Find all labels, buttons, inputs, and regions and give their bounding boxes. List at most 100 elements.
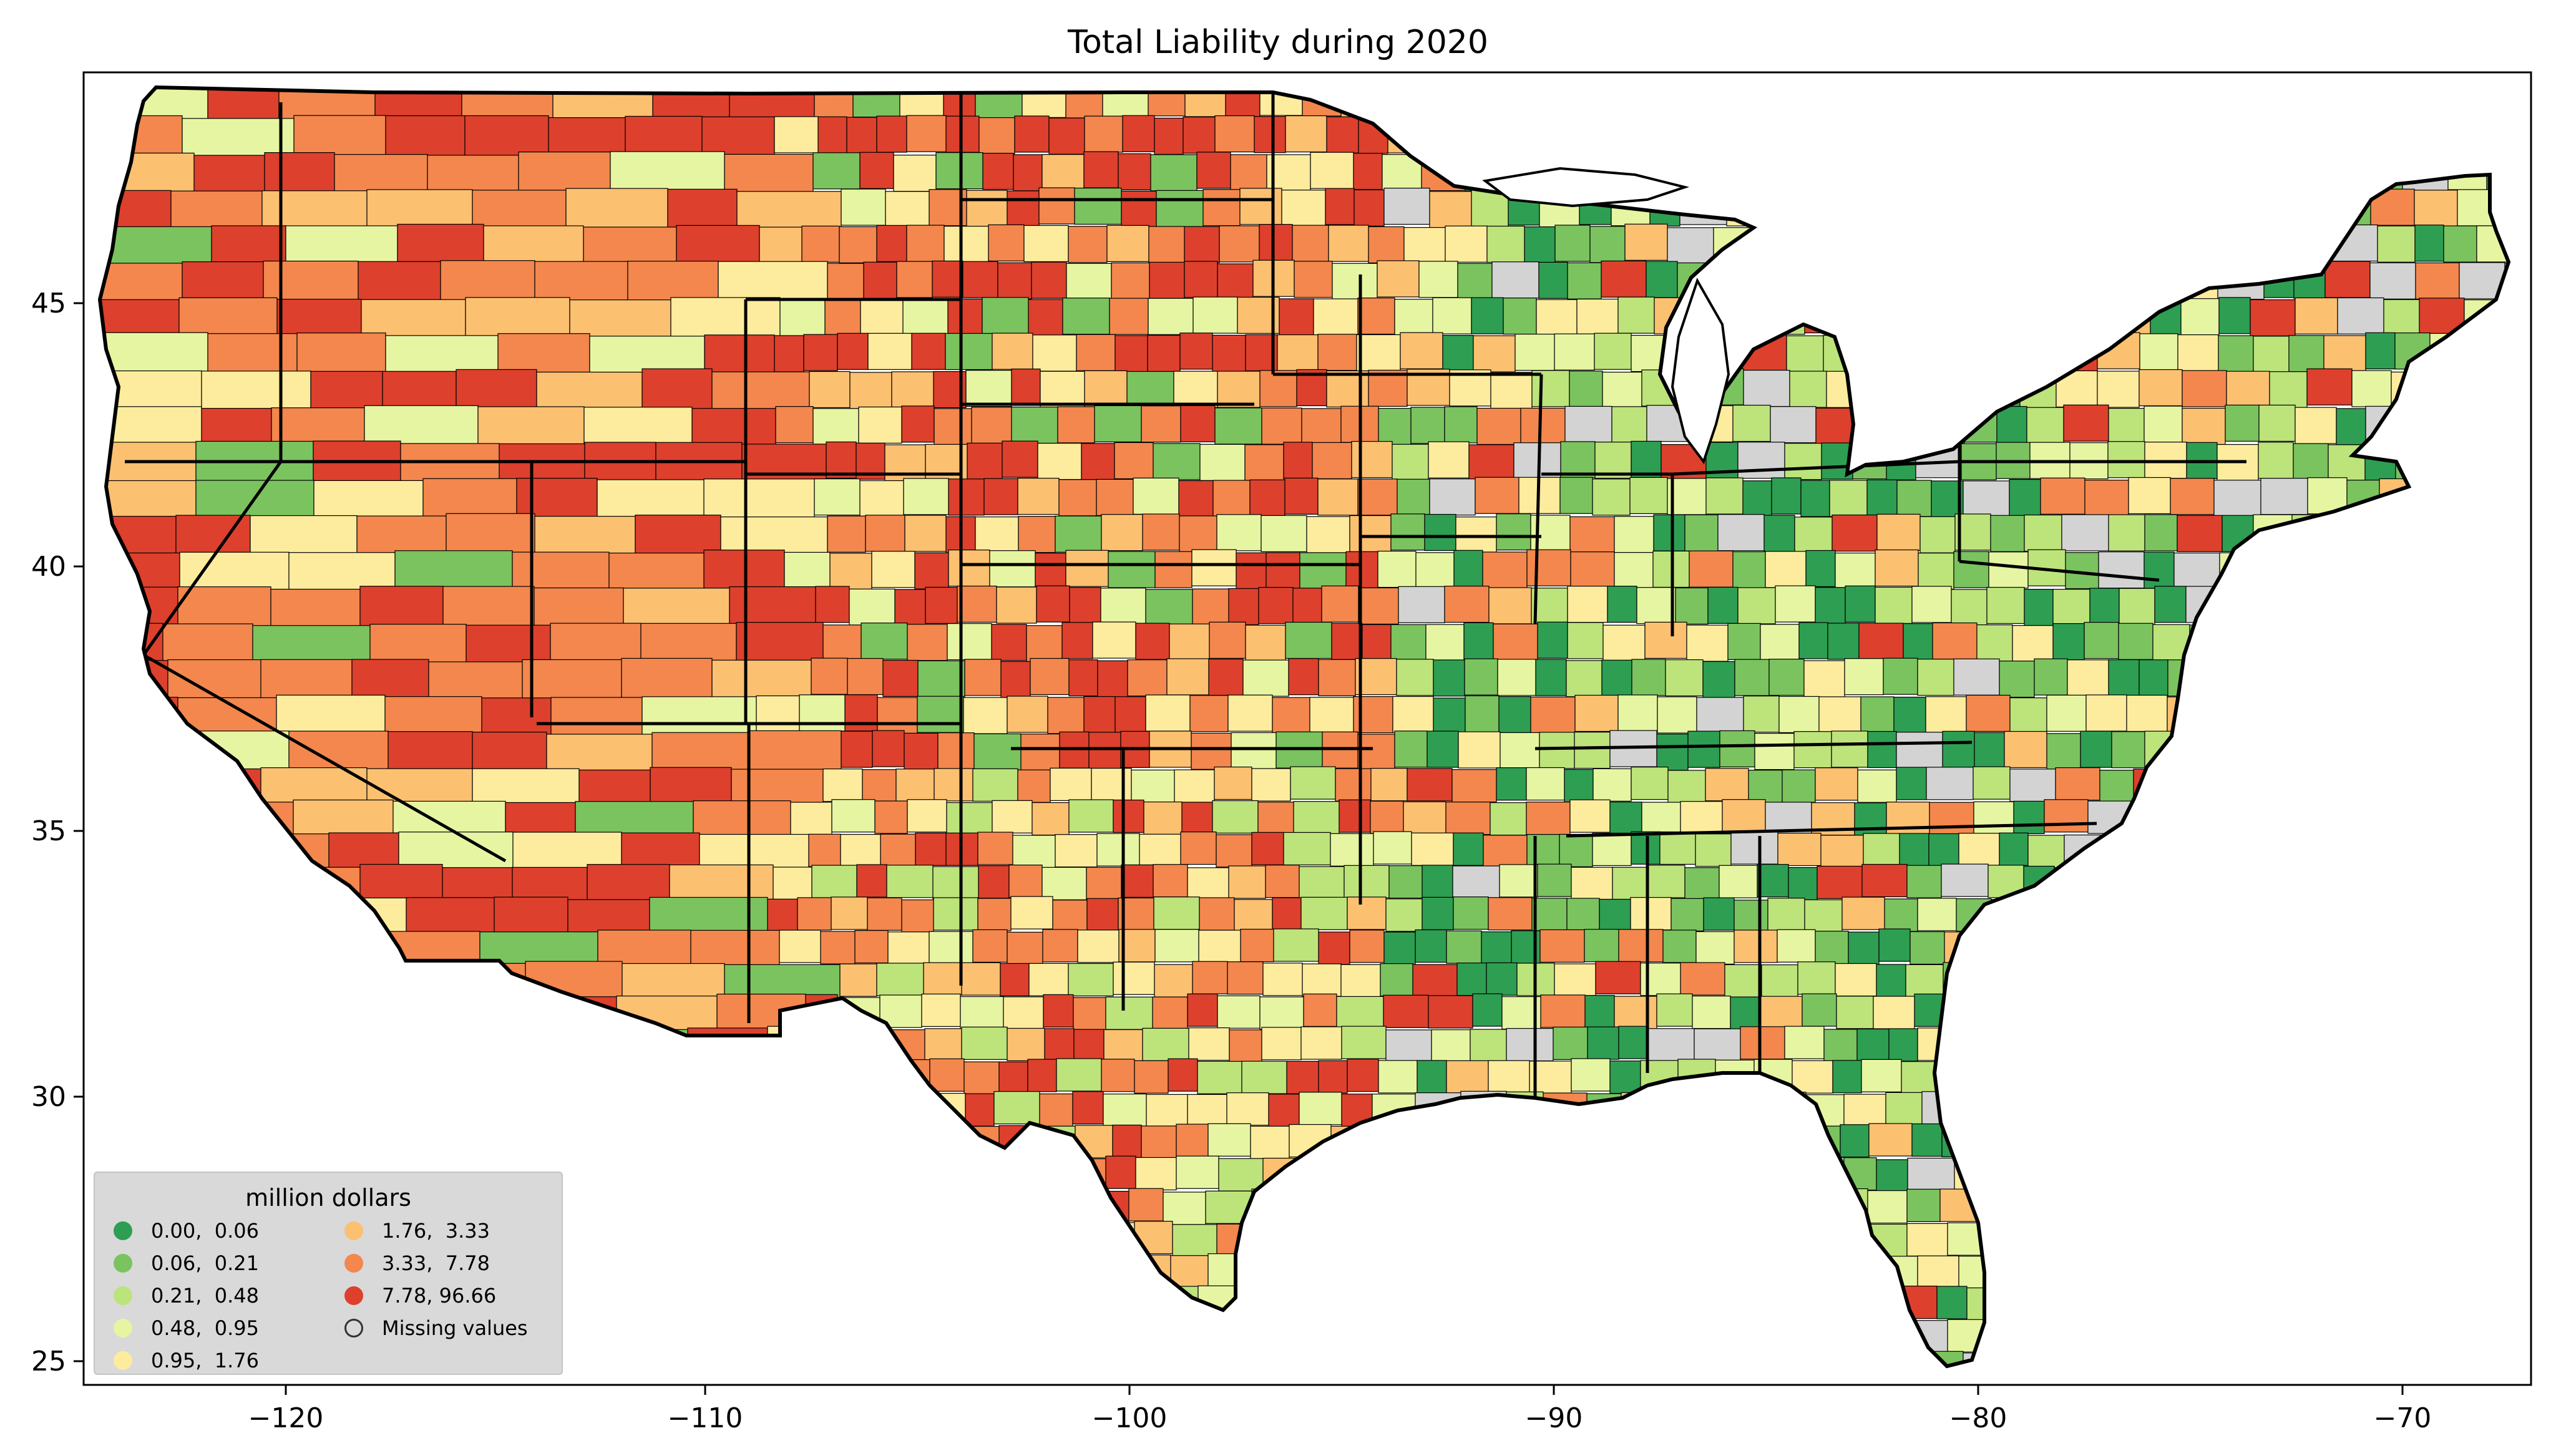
county [1730, 996, 1760, 1030]
county [2356, 1126, 2388, 1160]
county [852, 1189, 892, 1223]
county [2270, 896, 2315, 931]
county [1415, 929, 1447, 963]
county [944, 1319, 982, 1352]
county [1428, 441, 1470, 478]
legend-label: 3.33, 7.78 [382, 1251, 490, 1275]
county [1418, 1254, 1459, 1288]
county [837, 997, 880, 1031]
county [1020, 734, 1060, 771]
county [903, 478, 949, 515]
county [2029, 260, 2067, 298]
county [1422, 896, 1454, 930]
county [2368, 1094, 2413, 1128]
county [866, 1059, 897, 1093]
county [1932, 622, 1978, 660]
county [1279, 1287, 1317, 1321]
county [1093, 1253, 1134, 1288]
county [2167, 117, 2214, 155]
county [1515, 334, 1555, 371]
county [1093, 1321, 1128, 1354]
county [1431, 1029, 1471, 1063]
county [2034, 658, 2068, 696]
county [1227, 694, 1273, 732]
county [2115, 1158, 2154, 1191]
county [1775, 1255, 1813, 1288]
county [2142, 87, 2175, 117]
county [1970, 1126, 2002, 1160]
county [1938, 1059, 1971, 1093]
county [1907, 1157, 1955, 1191]
county [1419, 1221, 1467, 1256]
county [2140, 964, 2185, 998]
county [1283, 832, 1331, 866]
county [1166, 658, 1209, 696]
county [1168, 1058, 1198, 1092]
county [1719, 865, 1758, 898]
county [1368, 369, 1408, 407]
county [2462, 900, 2497, 933]
county [1251, 1254, 1286, 1288]
county [1496, 767, 1527, 801]
county [1497, 659, 1536, 696]
county [869, 1318, 900, 1351]
county [2009, 697, 2047, 735]
county [2253, 514, 2293, 551]
county [1017, 769, 1051, 803]
county [1179, 332, 1213, 370]
county [1154, 117, 1184, 155]
county [866, 1350, 912, 1366]
county [1594, 442, 1632, 479]
county [2311, 115, 2358, 152]
county [1357, 478, 1398, 516]
county [1601, 260, 1647, 298]
county [871, 551, 915, 588]
county [2076, 299, 2108, 337]
county [1571, 1058, 1611, 1092]
county [2139, 659, 2168, 697]
county [1445, 225, 1488, 263]
county [2466, 696, 2501, 734]
county [2416, 929, 2451, 963]
county [100, 931, 167, 989]
county [1553, 1026, 1588, 1060]
county [1592, 478, 1631, 516]
county [1149, 261, 1185, 299]
county [1488, 1256, 1524, 1289]
county [1906, 865, 1942, 898]
county [2443, 225, 2477, 263]
county [1684, 514, 1719, 551]
county [2149, 834, 2188, 868]
county [2167, 659, 2202, 697]
county [1632, 118, 1669, 155]
county [2066, 263, 2107, 300]
county [1548, 1318, 1592, 1352]
county [2156, 1190, 2190, 1223]
county [977, 1191, 1018, 1225]
county [1000, 963, 1030, 997]
county [1397, 478, 1430, 516]
county [2097, 371, 2140, 408]
county [1695, 153, 1739, 190]
county [1094, 405, 1142, 442]
county [864, 1222, 910, 1256]
county [2452, 479, 2487, 517]
county [1506, 1124, 1549, 1157]
county [2177, 515, 2223, 552]
county [2167, 153, 2207, 190]
county [1451, 769, 1497, 803]
county [2218, 335, 2254, 372]
county [2004, 730, 2047, 769]
county [2429, 332, 2471, 371]
county [1951, 191, 1984, 228]
county [1865, 1352, 1895, 1366]
county [1800, 480, 1830, 517]
county [1595, 117, 1634, 155]
county [1299, 1092, 1342, 1125]
county [972, 929, 1008, 963]
county [1760, 624, 1800, 661]
county [1318, 1255, 1349, 1289]
county [1417, 1060, 1447, 1094]
county [2202, 1352, 2236, 1366]
county [1074, 1288, 1120, 1322]
